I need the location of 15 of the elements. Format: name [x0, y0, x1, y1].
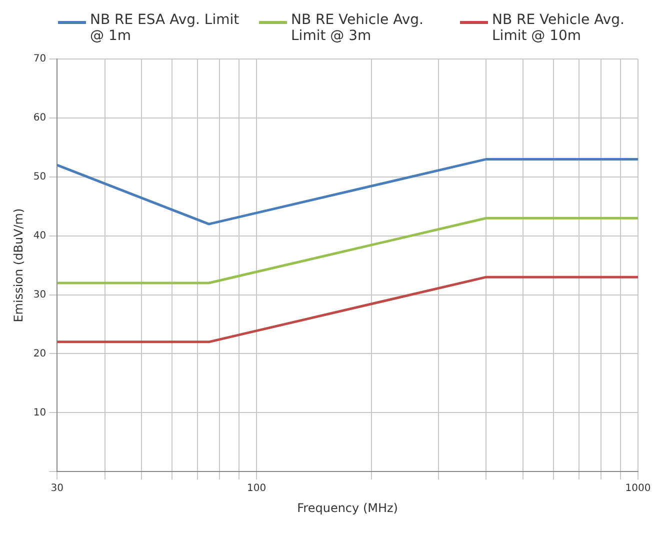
y-tick-label: 10 [33, 407, 46, 418]
legend-label: NB RE Vehicle Avg. Limit @ 3m [291, 12, 424, 44]
legend-label: NB RE ESA Avg. Limit @ 1m [90, 12, 240, 44]
x-tick-label: 100 [247, 483, 266, 494]
x-axis-title: Frequency (MHz) [297, 500, 398, 515]
y-tick-label: 20 [33, 348, 46, 360]
y-tick-label: 30 [33, 289, 46, 300]
legend-label: NB RE Vehicle Avg. Limit @ 10m [492, 12, 626, 44]
y-tick-label: 40 [33, 230, 46, 242]
y-tick-label: 50 [33, 171, 46, 182]
y-tick-label: 60 [33, 112, 46, 124]
x-tick-label: 1000 [625, 483, 651, 494]
y-axis-title: Emission (dBuV/m) [11, 208, 26, 322]
y-tick-label: 70 [33, 54, 46, 65]
x-tick-label: 30 [50, 483, 64, 494]
